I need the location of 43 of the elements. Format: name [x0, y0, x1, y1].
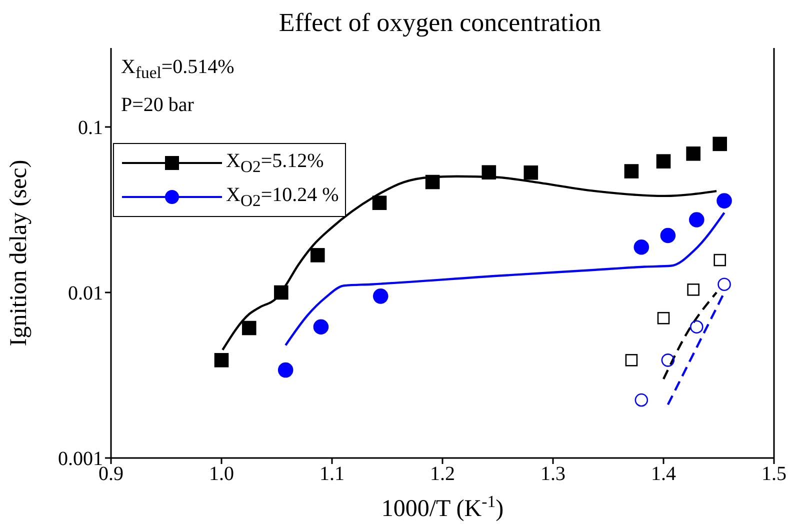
point	[690, 320, 704, 334]
point	[657, 312, 670, 324]
point	[425, 174, 440, 190]
x-tick-label: 1.0	[209, 463, 234, 486]
chart-title: Effect of oxygen concentration	[278, 8, 602, 38]
point	[712, 136, 728, 152]
x-axis-title: 1000/T (K$^{-1}$)	[381, 492, 504, 522]
point	[660, 228, 676, 244]
point	[278, 362, 294, 378]
point	[686, 146, 700, 161]
point	[313, 319, 329, 334]
line-series	[284, 212, 726, 346]
point	[656, 154, 671, 168]
point	[214, 353, 229, 368]
legend-label: X$_{O2}$=5.12%	[226, 150, 324, 176]
point	[372, 288, 388, 304]
x-tick-label: 1.3	[540, 463, 566, 486]
annotation: X$_{fuel}$=0.514%	[121, 56, 234, 83]
point	[689, 212, 704, 228]
point	[524, 165, 538, 180]
annotation: P=20 bar	[121, 94, 194, 117]
point	[242, 320, 256, 336]
point	[625, 354, 638, 366]
point	[310, 248, 325, 262]
point	[716, 193, 732, 208]
y-tick-label: 0.01	[68, 282, 103, 305]
point	[634, 239, 650, 255]
point	[687, 284, 700, 296]
y-tick-label: 0.1	[78, 117, 103, 140]
x-tick-label: 1.4	[651, 463, 676, 486]
point	[718, 278, 731, 291]
point	[661, 354, 675, 367]
point	[624, 164, 639, 178]
x-tick-label: 1.2	[430, 463, 455, 486]
point	[634, 393, 648, 407]
y-axis-title: Ignition delay (sec)	[6, 160, 32, 346]
point	[274, 285, 288, 300]
legend-label: X$_{O2}$=10.24 %	[226, 184, 339, 210]
x-tick-label: 1.1	[320, 463, 344, 486]
point	[372, 196, 387, 210]
x-tick-label: 1.5	[762, 463, 786, 486]
point	[482, 165, 496, 180]
point	[714, 254, 726, 266]
